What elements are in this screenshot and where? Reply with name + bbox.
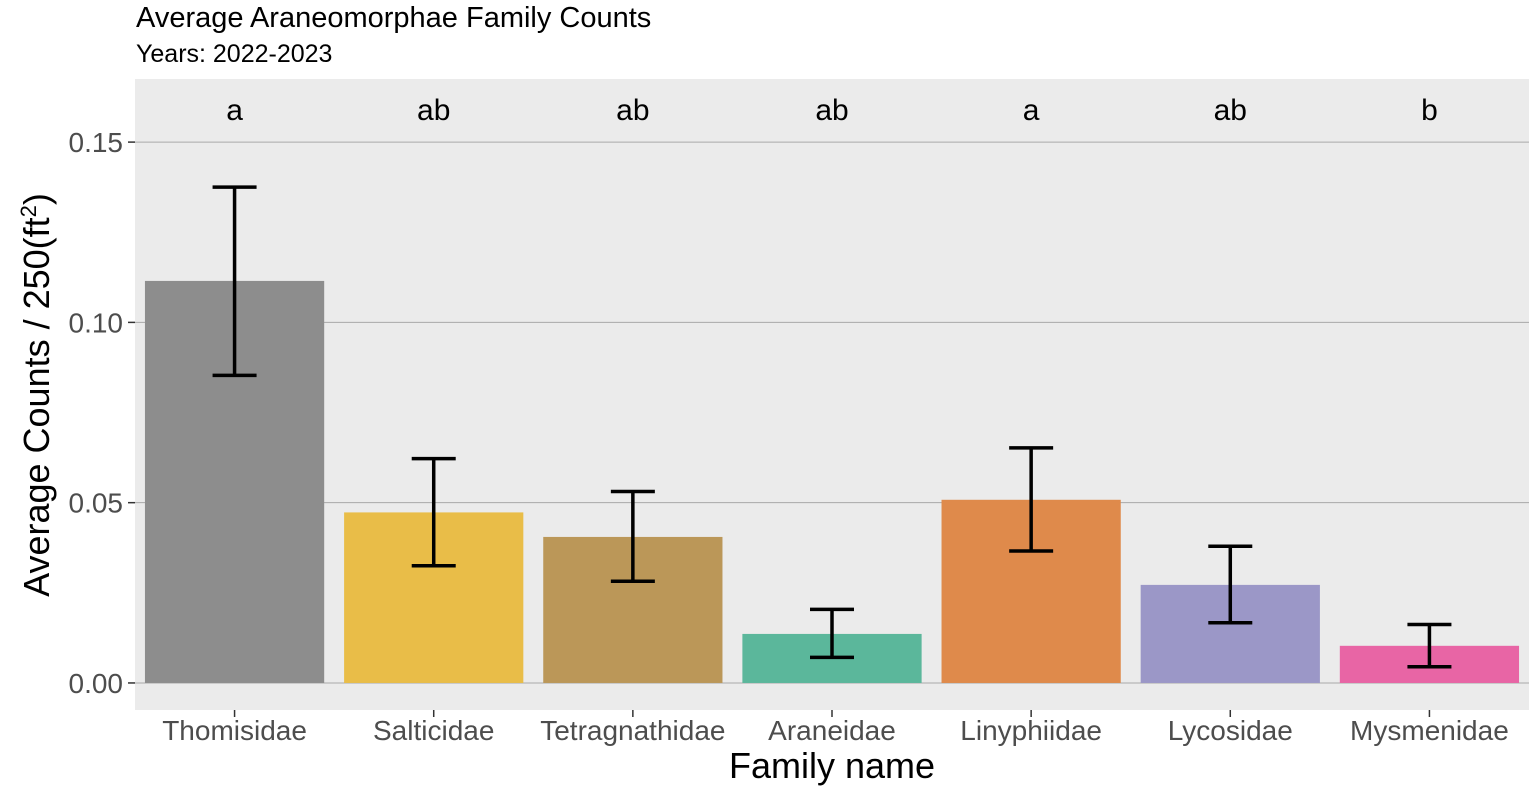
- y-axis-label-superscript: 2: [16, 205, 41, 218]
- y-tick-label: 0.00: [69, 668, 124, 699]
- y-tick-label: 0.15: [69, 127, 124, 158]
- x-tick-label: Thomisidae: [162, 715, 307, 746]
- group-letter: ab: [417, 94, 450, 127]
- group-letter: a: [1023, 94, 1040, 127]
- x-tick-label: Salticidae: [373, 715, 494, 746]
- group-letter: ab: [1214, 94, 1247, 127]
- x-tick-label: Tetragnathidae: [540, 715, 725, 746]
- group-letter: a: [226, 94, 243, 127]
- y-axis-label-suffix: ): [16, 193, 57, 206]
- x-tick-label: Mysmenidae: [1350, 715, 1509, 746]
- x-tick-label: Lycosidae: [1168, 715, 1293, 746]
- x-tick-label: Linyphiidae: [960, 715, 1102, 746]
- x-tick-label: Araneidae: [768, 715, 896, 746]
- group-letter: b: [1421, 94, 1438, 127]
- group-letter: ab: [815, 94, 848, 127]
- group-letter: ab: [616, 94, 649, 127]
- y-tick-label: 0.05: [69, 488, 124, 519]
- x-axis-label: Family name: [728, 745, 936, 786]
- y-tick-label: 0.10: [69, 307, 124, 338]
- y-axis-label-text: Average Counts / 250(ft: [16, 217, 57, 597]
- y-axis-label: Average Counts / 250(ft2): [16, 193, 58, 597]
- chart-title: Average Araneomorphae Family Counts: [136, 2, 652, 34]
- chart-subtitle: Years: 2022-2023: [136, 40, 333, 68]
